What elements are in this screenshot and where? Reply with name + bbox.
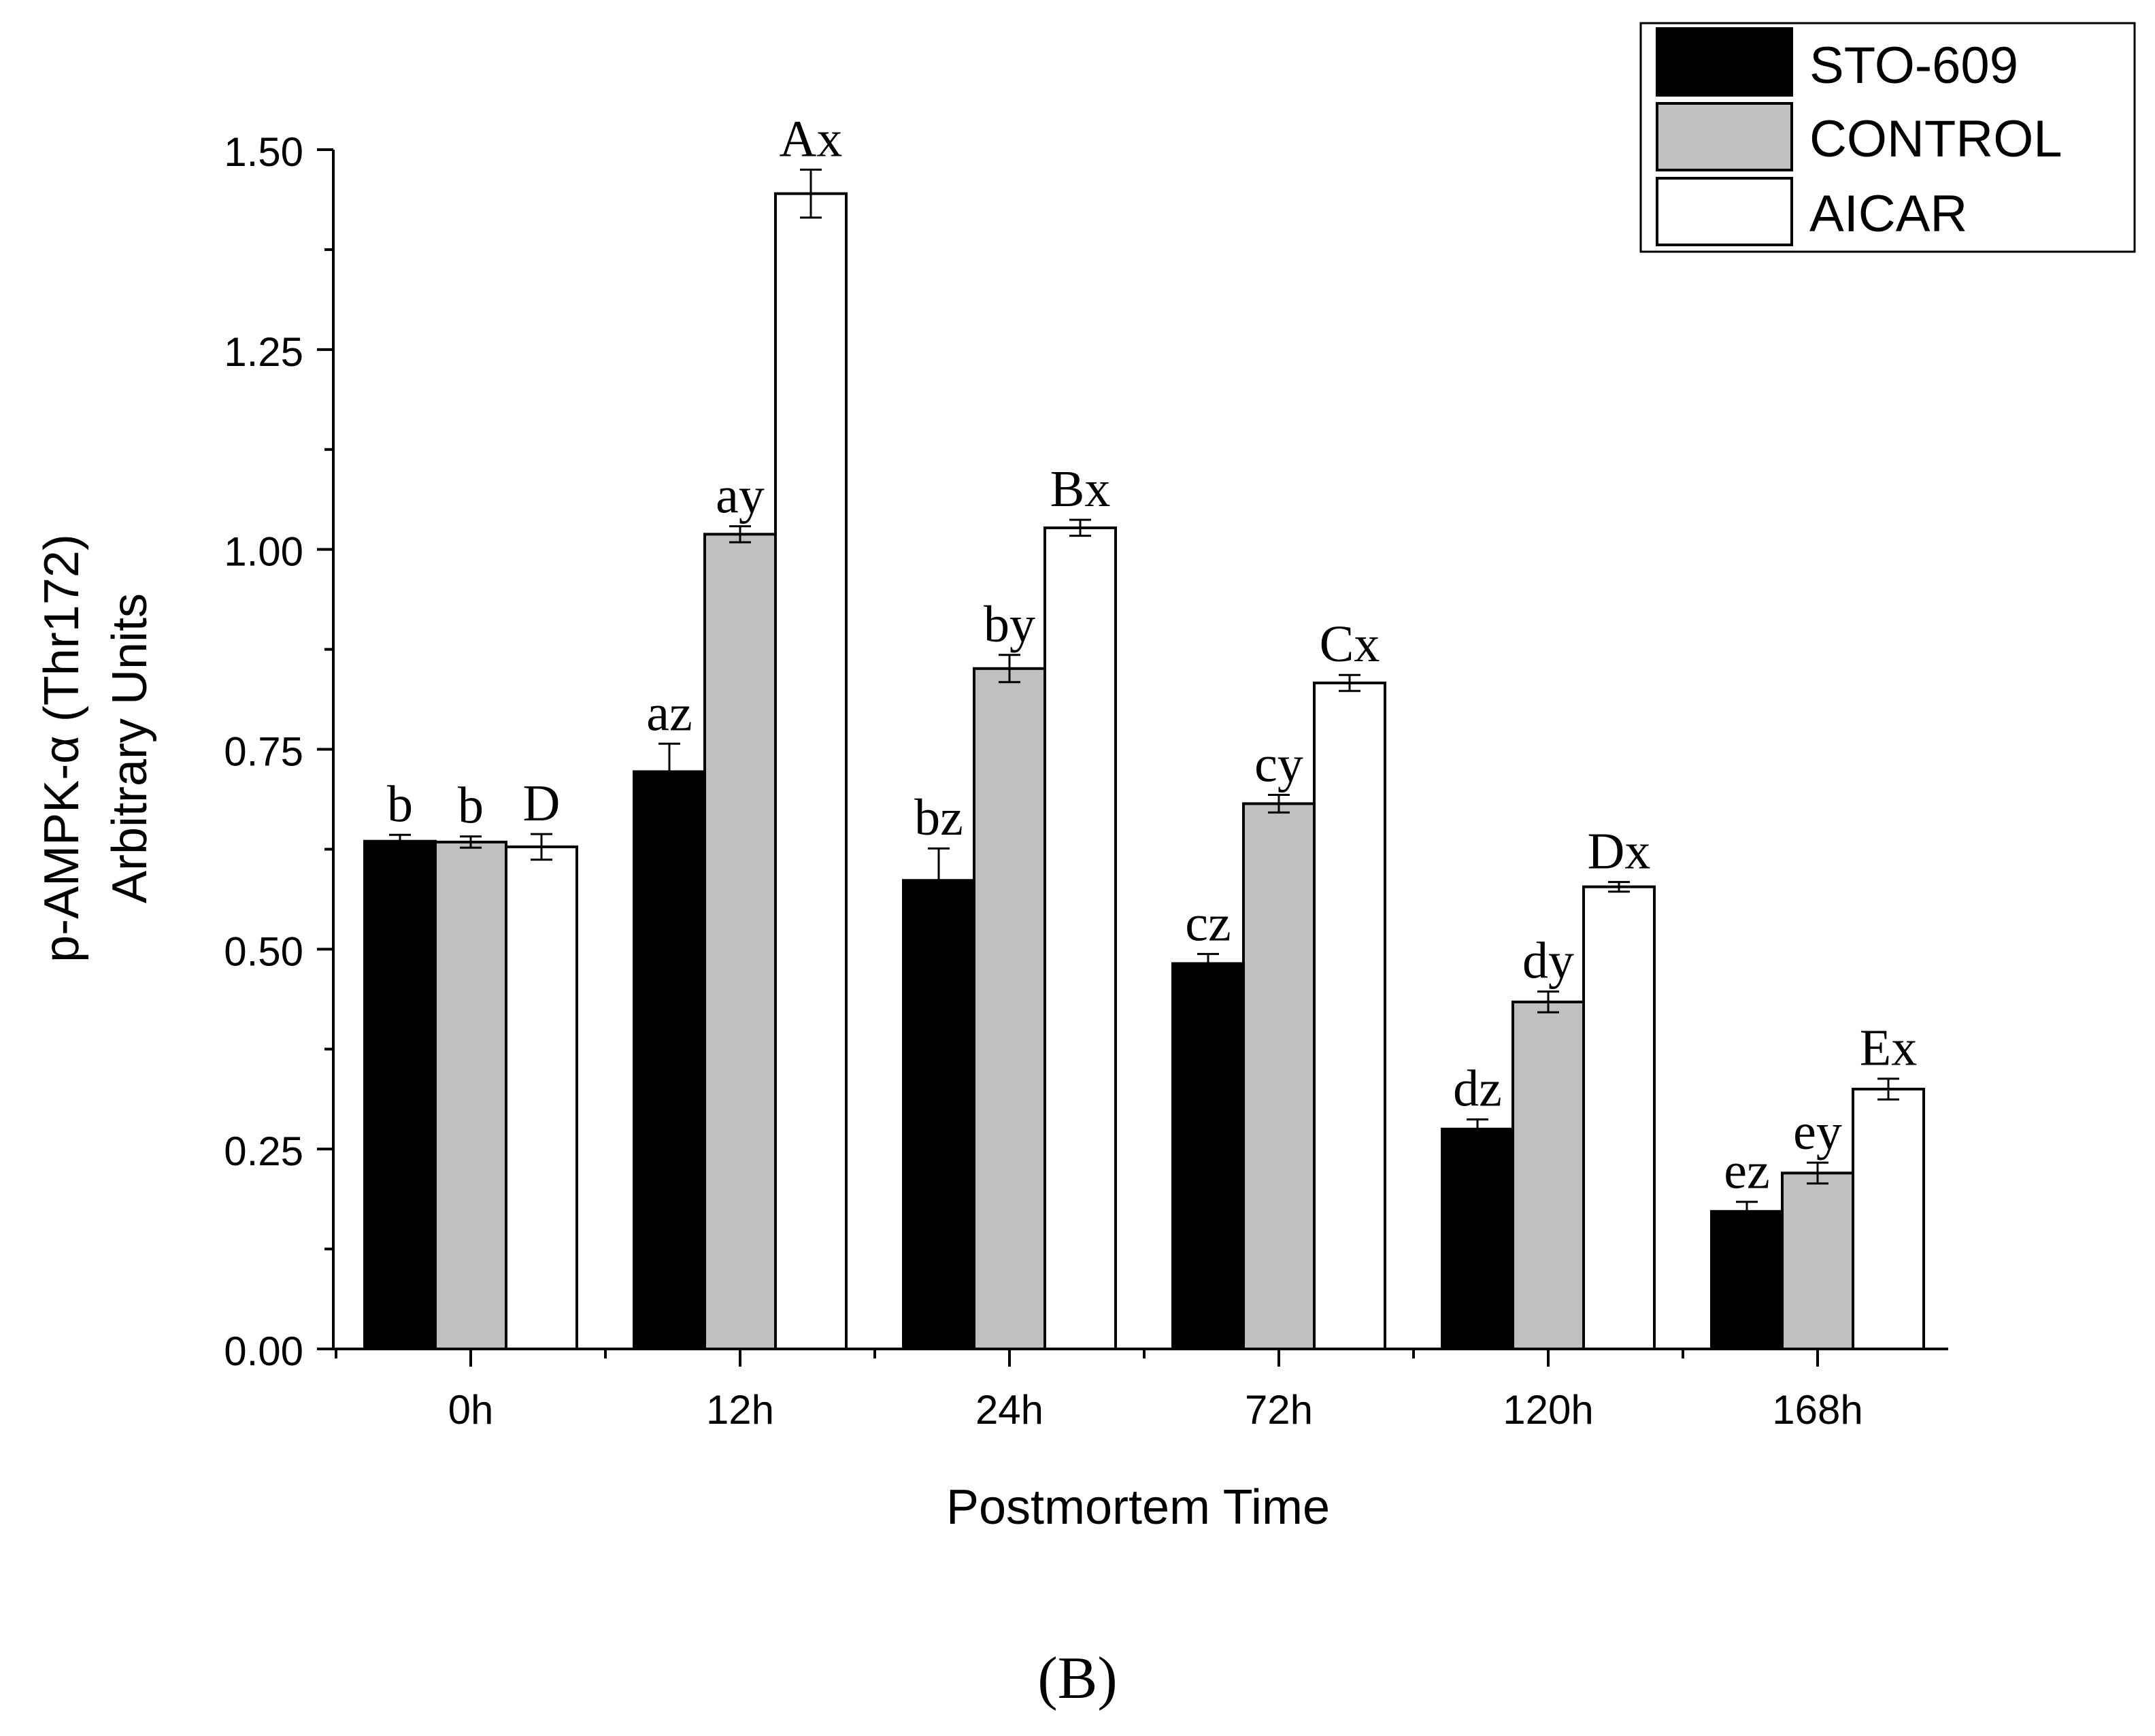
y-tick-label: 1.50 — [224, 129, 303, 175]
y-tick-label: 1.25 — [224, 329, 303, 375]
bar — [363, 839, 437, 1350]
x-tick-label: 12h — [706, 1387, 774, 1433]
legend-swatch-sto-609 — [1656, 27, 1793, 97]
bar — [1171, 962, 1245, 1351]
bar-annotation: ez — [1724, 1143, 1769, 1200]
bar — [703, 533, 777, 1350]
bar-annotation: b — [387, 775, 413, 833]
x-tick-label: 72h — [1245, 1387, 1313, 1433]
bar — [434, 840, 507, 1350]
y-axis-title-line2: Arbitrary Units — [103, 593, 157, 903]
bar-annotation: Bx — [1050, 461, 1111, 518]
bar-annotation: D — [523, 775, 561, 832]
legend-swatch-control — [1656, 102, 1793, 171]
x-tick-label: 120h — [1503, 1387, 1593, 1433]
bar — [902, 879, 975, 1350]
y-axis-title: p-AMPK-α (Thr172) — [35, 534, 89, 963]
bar-annotation: cy — [1254, 735, 1303, 792]
bar-annotation: Dx — [1588, 823, 1651, 880]
bar-annotation: b — [458, 778, 484, 835]
bar — [774, 192, 848, 1351]
x-axis-title: Postmortem Time — [946, 1480, 1330, 1535]
x-tick-label: 24h — [975, 1387, 1043, 1433]
bar-annotation: az — [646, 684, 692, 741]
bar-annotation: dy — [1522, 933, 1574, 990]
y-tick-label: 1.00 — [224, 529, 303, 575]
panel-label: (B) — [1037, 1646, 1117, 1712]
y-tick-label: 0.25 — [224, 1129, 303, 1174]
bar-annotation: by — [984, 596, 1035, 653]
bar — [633, 770, 706, 1350]
bar-annotation: ay — [716, 467, 765, 524]
bar-annotation: cz — [1185, 895, 1231, 952]
bar — [1441, 1127, 1514, 1350]
bar — [1710, 1209, 1784, 1350]
bar — [1852, 1088, 1925, 1351]
bar — [973, 667, 1046, 1350]
bar — [1043, 526, 1117, 1351]
y-tick-label: 0.50 — [224, 929, 303, 974]
bar — [505, 845, 578, 1350]
legend-swatch-aicar — [1656, 177, 1793, 246]
error-bars-layer — [389, 168, 1899, 1222]
y-tick-label: 0.00 — [224, 1329, 303, 1374]
bar — [1313, 681, 1386, 1350]
bar-annotation: ey — [1793, 1103, 1842, 1161]
x-tick-label: 0h — [448, 1387, 494, 1433]
legend-label-sto-609: STO-609 — [1809, 37, 2018, 95]
legend-label-aicar: AICAR — [1809, 185, 1967, 243]
bar-annotation: bz — [914, 789, 963, 846]
x-ticks-layer: 0h 12h 24h 72h 120h 168h — [335, 1349, 1863, 1433]
legend: STO-609 CONTROL AICAR — [1639, 22, 2136, 253]
bar-annotation: Ax — [780, 110, 843, 167]
bar-annotation: Ex — [1860, 1020, 1917, 1077]
bar-annotation: dz — [1453, 1061, 1502, 1118]
bars-layer — [363, 192, 1925, 1351]
bar — [1582, 885, 1656, 1350]
legend-label-control: CONTROL — [1809, 110, 2062, 168]
bar-annotation: Cx — [1320, 616, 1380, 673]
bar — [1511, 1000, 1585, 1350]
bar — [1781, 1171, 1854, 1350]
y-tick-label: 0.75 — [224, 729, 303, 775]
bar — [1242, 802, 1316, 1350]
x-tick-label: 168h — [1772, 1387, 1862, 1433]
y-ticks-layer: 0.00 0.25 0.50 0.75 1.00 1.25 1.50 — [224, 129, 333, 1374]
